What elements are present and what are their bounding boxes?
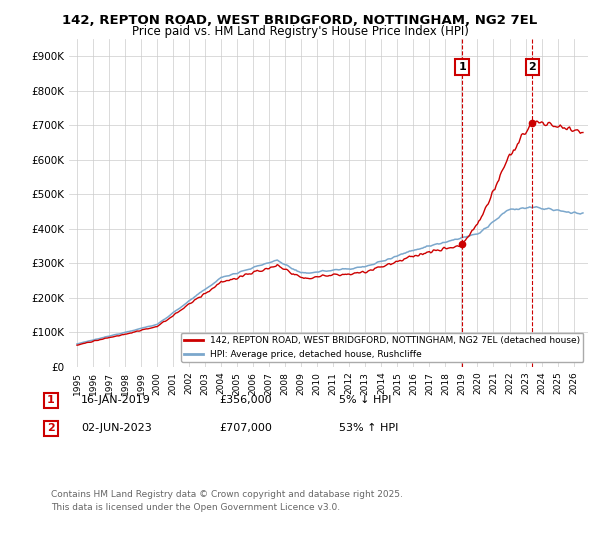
- Text: 5% ↓ HPI: 5% ↓ HPI: [339, 395, 391, 405]
- Text: Price paid vs. HM Land Registry's House Price Index (HPI): Price paid vs. HM Land Registry's House …: [131, 25, 469, 38]
- Text: 53% ↑ HPI: 53% ↑ HPI: [339, 423, 398, 433]
- Text: £707,000: £707,000: [219, 423, 272, 433]
- Text: 02-JUN-2023: 02-JUN-2023: [81, 423, 152, 433]
- Text: 1: 1: [47, 395, 55, 405]
- Text: 16-JAN-2019: 16-JAN-2019: [81, 395, 151, 405]
- Text: 142, REPTON ROAD, WEST BRIDGFORD, NOTTINGHAM, NG2 7EL: 142, REPTON ROAD, WEST BRIDGFORD, NOTTIN…: [62, 14, 538, 27]
- Legend: 142, REPTON ROAD, WEST BRIDGFORD, NOTTINGHAM, NG2 7EL (detached house), HPI: Ave: 142, REPTON ROAD, WEST BRIDGFORD, NOTTIN…: [181, 333, 583, 362]
- Text: Contains HM Land Registry data © Crown copyright and database right 2025.
This d: Contains HM Land Registry data © Crown c…: [51, 490, 403, 511]
- Text: 1: 1: [458, 62, 466, 72]
- Text: £356,000: £356,000: [219, 395, 272, 405]
- Text: 2: 2: [529, 62, 536, 72]
- Text: 2: 2: [47, 423, 55, 433]
